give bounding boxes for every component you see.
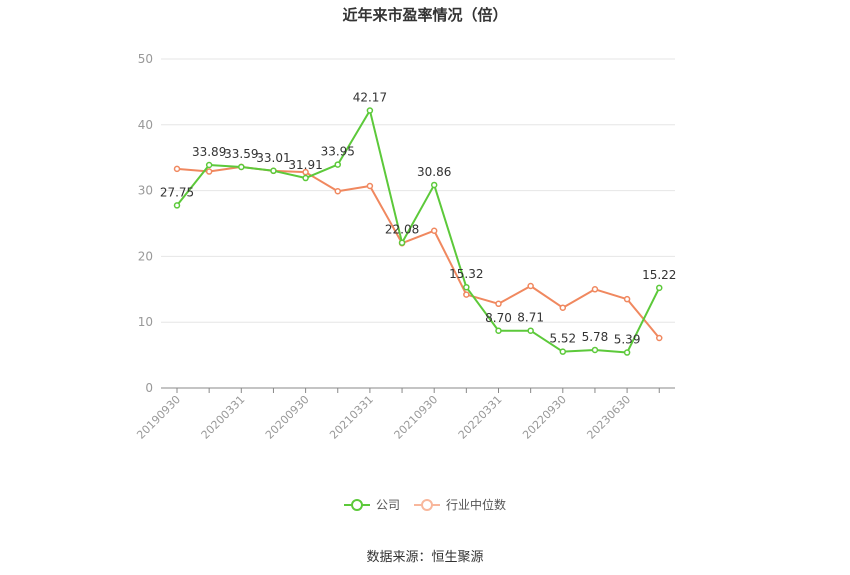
data-point-company — [559, 348, 567, 355]
data-label: 33.95 — [321, 145, 355, 159]
data-label: 15.32 — [449, 267, 483, 281]
y-tick-label: 30 — [138, 184, 153, 198]
line-chart: 0 10 20 30 40 50 20190930 20200331 20200930 2021… — [134, 52, 677, 442]
data-label: 27.75 — [160, 185, 194, 199]
grid-lines — [161, 58, 675, 323]
legend-swatch-industry-median — [414, 498, 440, 512]
data-label: 30.86 — [417, 165, 451, 179]
series-line-company — [176, 109, 661, 354]
y-tick-label: 0 — [145, 381, 153, 395]
data-label: 22.08 — [385, 223, 419, 237]
data-point-company — [270, 167, 277, 175]
data-point-company — [334, 161, 341, 168]
data-point-company — [495, 327, 502, 335]
y-tick-label: 10 — [138, 315, 153, 329]
data-point-company — [205, 161, 213, 169]
x-tick-label: 20220331 — [456, 393, 505, 442]
data-point-industry-median — [430, 227, 438, 234]
x-tick-label: 20220930 — [520, 393, 569, 442]
data-point-company — [623, 349, 631, 356]
data-label: 5.52 — [549, 332, 576, 346]
legend-swatch-company — [343, 498, 370, 512]
data-point-company — [430, 181, 438, 189]
data-point-industry-median — [334, 188, 341, 195]
data-source: 数据来源：恒生聚源 — [366, 550, 484, 565]
data-label: 5.39 — [614, 333, 641, 347]
data-point-industry-median — [495, 300, 502, 308]
x-tick-label: 20190930 — [134, 393, 183, 442]
data-label: 15.22 — [642, 268, 676, 282]
y-axis: 0 10 20 30 40 50 — [138, 52, 153, 395]
data-label: 8.71 — [517, 311, 544, 325]
data-point-company — [463, 283, 470, 291]
data-point-industry-median — [463, 291, 470, 298]
data-point-industry-median — [205, 168, 213, 175]
x-tick-label: 20200331 — [199, 393, 248, 442]
series-lines — [173, 107, 663, 356]
x-axis: 20190930 20200331 20200930 20210331 20210930… — [134, 387, 675, 442]
data-point-company — [398, 239, 406, 246]
y-tick-label: 40 — [138, 118, 153, 132]
x-tick-label: 20230630 — [584, 393, 633, 442]
series-line-industry-median — [176, 165, 661, 339]
x-tick-label: 20200930 — [263, 393, 312, 442]
legend-label-company: 公司 — [375, 498, 400, 512]
data-label: 33.59 — [224, 147, 258, 161]
data-point-industry-median — [302, 168, 309, 176]
data-point-industry-median — [591, 286, 599, 293]
data-label: 8.70 — [485, 311, 512, 325]
x-tick-label: 20210930 — [392, 393, 441, 442]
data-point-industry-median — [173, 165, 181, 173]
legend-item-company[interactable]: 公司 — [343, 496, 400, 513]
legend: 公司 行业中位数 — [0, 496, 850, 513]
x-tick-label: 20210331 — [327, 393, 376, 442]
data-point-company — [302, 174, 309, 182]
data-label: 33.01 — [256, 151, 290, 165]
legend-label-industry-median: 行业中位数 — [446, 498, 507, 512]
data-label: 33.89 — [192, 145, 226, 159]
data-point-company — [527, 327, 534, 334]
y-tick-label: 20 — [138, 249, 153, 263]
data-point-company — [173, 202, 181, 209]
data-point-industry-median — [527, 282, 534, 290]
data-point-company — [366, 107, 374, 114]
data-point-company — [656, 284, 663, 292]
data-point-industry-median — [623, 295, 631, 303]
data-label: 42.17 — [353, 91, 387, 105]
y-tick-label: 50 — [138, 52, 153, 66]
data-point-industry-median — [656, 334, 663, 342]
data-point-company — [238, 163, 245, 171]
data-point-industry-median — [559, 304, 567, 311]
data-label: 31.91 — [288, 158, 322, 172]
chart-title: 近年来市盈率情况（倍） — [342, 6, 508, 24]
legend-item-industry-median[interactable]: 行业中位数 — [414, 496, 506, 513]
data-point-industry-median — [366, 182, 374, 190]
data-point-company — [591, 346, 599, 354]
data-label: 5.78 — [582, 330, 609, 344]
